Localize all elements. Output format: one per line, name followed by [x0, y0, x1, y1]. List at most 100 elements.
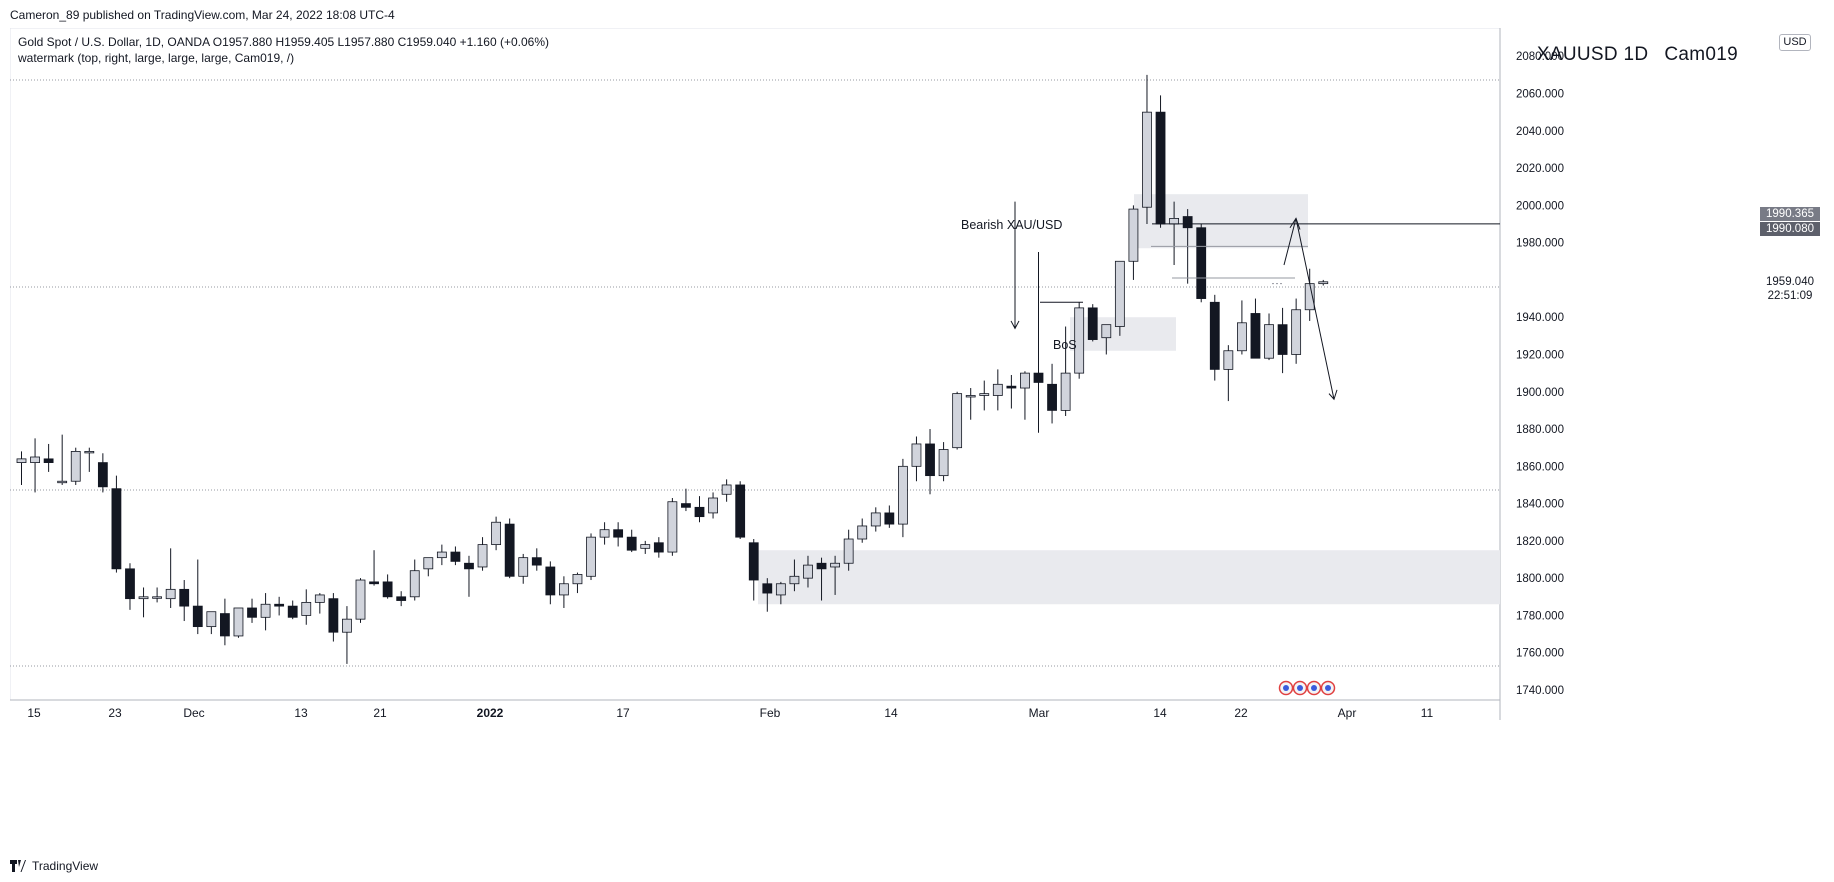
candle-body-11 — [165, 588, 176, 600]
candle-body-76 — [1047, 383, 1057, 411]
price-tick-label: 1900.000 — [1516, 387, 1564, 399]
candle-body-35 — [491, 521, 502, 546]
time-tick-label: Mar — [1029, 706, 1050, 720]
bos-annotation[interactable]: BoS — [1053, 338, 1077, 352]
candle-body-44 — [613, 529, 624, 538]
tradingview-logo-icon — [10, 860, 26, 872]
time-tick-label: 17 — [616, 706, 630, 720]
candle-body-42 — [586, 536, 596, 577]
candle-body-60 — [830, 562, 840, 568]
candle-body-36 — [504, 523, 515, 577]
candle-body-59 — [816, 562, 827, 570]
candlestick-chart[interactable]: 2100.0002080.0002060.0002040.0002020.000… — [10, 28, 1832, 854]
candle-body-93 — [1277, 324, 1288, 355]
candle-body-81 — [1114, 260, 1125, 327]
time-tick-label: Apr — [1338, 706, 1357, 720]
candle-body-71 — [979, 393, 990, 396]
candle-body-61 — [843, 538, 854, 564]
price-tick-label: 2000.000 — [1516, 200, 1564, 212]
candle-body-89 — [1223, 350, 1234, 370]
price-tick-label: 1880.000 — [1516, 424, 1564, 436]
price-tick-label: 1740.000 — [1516, 685, 1564, 697]
time-tick-label: 14 — [1153, 706, 1167, 720]
price-tick-label: 2080.000 — [1516, 51, 1564, 63]
candle-body-64 — [884, 512, 895, 525]
event-flag-dot-1 — [1297, 685, 1303, 691]
price-tick-label: 1980.000 — [1516, 238, 1564, 250]
time-tick-label: 15 — [27, 706, 41, 720]
candle-body-47 — [653, 542, 664, 553]
candle-body-12 — [179, 588, 190, 607]
chart-area[interactable]: 2100.0002080.0002060.0002040.0002020.000… — [10, 28, 1832, 854]
projection-arrow-up-head — [1289, 217, 1301, 230]
candle-body-57 — [789, 575, 800, 585]
candle-body-50 — [694, 506, 705, 518]
candle-body-80 — [1101, 324, 1112, 339]
price-tag-1990-080: 1990.080 — [1760, 221, 1820, 236]
price-tick-label: 1760.000 — [1516, 648, 1564, 660]
candle-body-88 — [1209, 301, 1220, 370]
candle-body-16 — [233, 607, 244, 637]
candle-body-32 — [450, 551, 461, 562]
candle-body-70 — [965, 395, 976, 398]
bearish-arrow-head — [1010, 320, 1020, 330]
currency-unit-badge[interactable]: USD — [1779, 34, 1811, 51]
bearish-annotation[interactable]: Bearish XAU/USD — [961, 218, 1063, 232]
footer-brand-label: TradingView — [32, 859, 99, 873]
candle-body-18 — [260, 603, 271, 618]
price-tick-label: 1780.000 — [1516, 610, 1564, 622]
candle-body-29 — [409, 570, 420, 598]
candle-body-96 — [1318, 281, 1329, 285]
price-tick-label: 1940.000 — [1516, 312, 1564, 324]
candle-body-5 — [84, 451, 95, 454]
candle-body-46 — [640, 544, 651, 549]
time-tick-label: 22 — [1234, 706, 1248, 720]
candle-body-22 — [314, 594, 325, 603]
candle-body-92 — [1264, 324, 1274, 359]
time-tick-label: 23 — [108, 706, 122, 720]
candle-body-30 — [423, 557, 434, 570]
candle-body-82 — [1128, 208, 1139, 262]
candle-body-53 — [735, 484, 746, 538]
candle-body-33 — [464, 562, 474, 570]
candle-body-52 — [721, 484, 732, 495]
candle-body-41 — [572, 574, 583, 585]
candle-body-38 — [531, 557, 542, 566]
price-tick-label: 1800.000 — [1516, 573, 1564, 585]
candle-body-6 — [97, 462, 108, 488]
candle-body-2 — [43, 458, 54, 463]
publish-line: Cameron_89 published on TradingView.com,… — [10, 8, 395, 22]
candle-body-78 — [1074, 307, 1085, 374]
candle-body-1 — [30, 456, 40, 463]
candle-body-26 — [369, 581, 379, 585]
candle-body-19 — [274, 603, 285, 607]
last-price-tag: 1959.040 — [1760, 274, 1820, 289]
price-tick-label: 1860.000 — [1516, 461, 1564, 473]
candle-body-67 — [925, 443, 935, 477]
event-flag-dot-3 — [1325, 685, 1331, 691]
time-tick-label: 11 — [1421, 706, 1434, 720]
candle-body-49 — [681, 503, 691, 508]
candle-body-86 — [1182, 216, 1193, 229]
candle-body-34 — [477, 544, 488, 568]
price-tag-1990-365: 1990.365 — [1760, 207, 1820, 222]
legend-ohlc: Gold Spot / U.S. Dollar, 1D, OANDA O1957… — [18, 35, 550, 49]
candle-body-9 — [138, 596, 149, 600]
candle-body-45 — [626, 536, 637, 551]
candle-body-68 — [938, 449, 949, 477]
candle-body-25 — [355, 579, 366, 620]
time-tick-label: Dec — [183, 706, 204, 720]
chart-legend: Gold Spot / U.S. Dollar, 1D, OANDA O1957… — [18, 34, 549, 66]
footer-brand: TradingView — [10, 856, 98, 876]
candle-body-90 — [1237, 322, 1247, 352]
candle-body-7 — [111, 488, 122, 570]
watermark-author: Cam019 — [1664, 44, 1738, 65]
candle-body-0 — [16, 458, 27, 463]
price-tick-label: 2040.000 — [1516, 126, 1564, 138]
candle-body-91 — [1250, 313, 1261, 359]
candle-body-4 — [70, 451, 81, 482]
event-flag-dot-2 — [1311, 685, 1317, 691]
event-flag-dot-0 — [1283, 685, 1289, 691]
publish-header: Cameron_89 published on TradingView.com,… — [0, 0, 1834, 28]
candle-body-74 — [1020, 372, 1030, 389]
